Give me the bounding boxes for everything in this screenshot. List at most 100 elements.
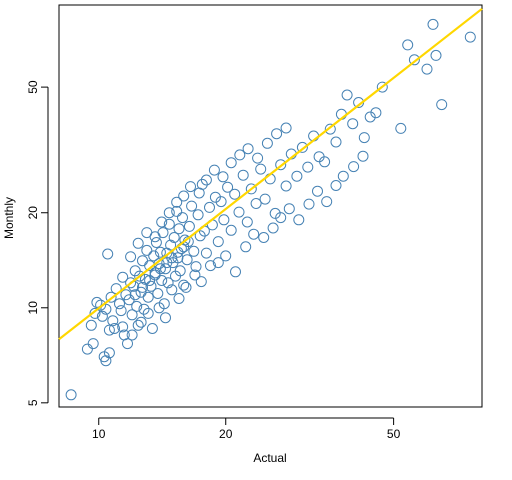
data-point bbox=[189, 269, 201, 281]
data-point bbox=[181, 254, 193, 266]
data-point bbox=[178, 190, 190, 202]
data-point bbox=[117, 271, 129, 283]
x-axis-label: Actual bbox=[253, 451, 286, 465]
data-point bbox=[163, 207, 175, 219]
data-point bbox=[250, 198, 262, 209]
data-point bbox=[233, 206, 245, 218]
data-point bbox=[436, 99, 448, 111]
data-point bbox=[115, 305, 127, 317]
x-tick-label: 10 bbox=[92, 427, 106, 441]
data-point bbox=[321, 196, 333, 208]
data-point bbox=[141, 244, 153, 256]
data-point bbox=[337, 170, 349, 182]
data-point bbox=[395, 122, 407, 134]
data-point bbox=[370, 107, 382, 119]
data-point bbox=[134, 270, 146, 282]
data-point bbox=[157, 227, 169, 239]
data-point bbox=[65, 389, 77, 401]
data-point bbox=[100, 303, 112, 315]
data-point bbox=[162, 277, 174, 289]
data-point bbox=[209, 191, 221, 203]
data-point bbox=[185, 181, 196, 193]
data-point bbox=[261, 137, 273, 149]
data-point bbox=[131, 300, 143, 312]
data-point bbox=[291, 170, 303, 182]
data-point bbox=[248, 228, 260, 240]
data-point bbox=[230, 266, 241, 278]
data-point bbox=[212, 236, 224, 248]
data-point bbox=[302, 161, 314, 173]
data-point bbox=[154, 246, 166, 258]
data-point bbox=[154, 263, 166, 275]
data-point bbox=[156, 216, 168, 228]
data-point bbox=[145, 280, 157, 292]
y-tick-label: 5 bbox=[26, 399, 40, 406]
data-point bbox=[109, 323, 120, 334]
data-point bbox=[132, 319, 144, 331]
data-point bbox=[348, 161, 360, 173]
data-point bbox=[283, 203, 295, 215]
data-point bbox=[237, 169, 249, 181]
y-tick-label: 10 bbox=[26, 301, 40, 315]
data-point bbox=[205, 260, 216, 272]
data-point bbox=[215, 196, 227, 208]
data-point bbox=[280, 122, 292, 134]
data-point bbox=[103, 347, 115, 359]
data-point bbox=[358, 132, 370, 144]
data-point bbox=[171, 196, 183, 208]
data-point bbox=[177, 212, 188, 224]
data-point bbox=[312, 185, 323, 197]
data-point bbox=[208, 164, 220, 176]
data-point bbox=[87, 338, 99, 350]
data-point bbox=[148, 250, 160, 262]
data-point bbox=[267, 222, 279, 234]
data-point bbox=[142, 307, 154, 319]
data-point bbox=[275, 212, 287, 224]
data-point bbox=[146, 323, 158, 334]
data-point bbox=[138, 303, 150, 315]
data-point bbox=[242, 143, 254, 155]
data-point bbox=[125, 277, 137, 289]
data-point bbox=[252, 152, 264, 164]
data-point bbox=[186, 200, 198, 212]
data-point bbox=[114, 298, 125, 310]
data-point bbox=[137, 255, 148, 267]
data-point bbox=[91, 296, 103, 308]
y-tick-label: 50 bbox=[26, 80, 40, 94]
data-point bbox=[357, 150, 369, 162]
data-point bbox=[212, 257, 224, 269]
data-point bbox=[255, 163, 267, 175]
data-point bbox=[330, 136, 342, 148]
data-point bbox=[107, 315, 119, 327]
data-point bbox=[150, 237, 162, 248]
data-point bbox=[173, 293, 185, 304]
data-point bbox=[427, 18, 439, 30]
data-point bbox=[166, 284, 178, 296]
data-point bbox=[166, 252, 178, 264]
data-point bbox=[122, 338, 133, 350]
data-point bbox=[173, 223, 185, 235]
data-point bbox=[193, 187, 205, 199]
data-point bbox=[102, 248, 114, 260]
data-point bbox=[430, 49, 442, 61]
data-point bbox=[234, 149, 246, 161]
data-point bbox=[364, 111, 376, 123]
data-point bbox=[192, 209, 204, 221]
x-tick-label: 20 bbox=[219, 427, 233, 441]
data-point bbox=[190, 261, 202, 273]
data-point bbox=[156, 275, 168, 286]
data-point bbox=[319, 156, 331, 168]
data-point bbox=[126, 329, 138, 341]
data-point bbox=[259, 193, 271, 205]
data-point bbox=[303, 198, 315, 210]
data-point bbox=[180, 281, 192, 293]
data-point bbox=[218, 214, 230, 226]
data-point bbox=[105, 291, 117, 303]
data-point bbox=[171, 205, 183, 217]
data-point bbox=[160, 312, 171, 324]
data-point bbox=[96, 310, 108, 322]
plot-frame bbox=[58, 4, 483, 408]
data-point bbox=[137, 281, 148, 293]
data-point bbox=[142, 291, 154, 303]
data-point bbox=[160, 263, 171, 275]
